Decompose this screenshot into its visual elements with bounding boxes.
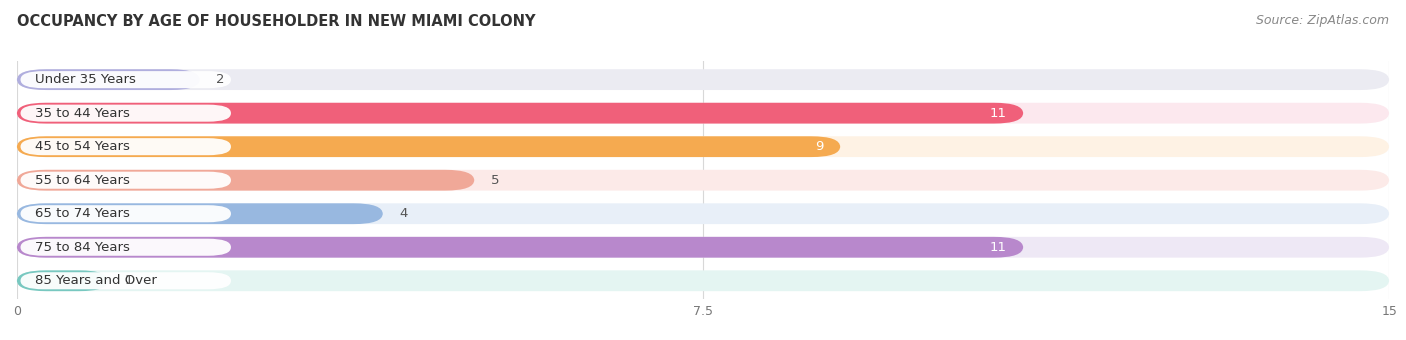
FancyBboxPatch shape [17, 170, 474, 191]
FancyBboxPatch shape [21, 105, 231, 122]
FancyBboxPatch shape [21, 205, 231, 222]
Text: 65 to 74 Years: 65 to 74 Years [35, 207, 129, 220]
FancyBboxPatch shape [21, 172, 231, 189]
FancyBboxPatch shape [17, 270, 108, 291]
FancyBboxPatch shape [17, 203, 382, 224]
FancyBboxPatch shape [21, 272, 231, 289]
Text: 55 to 64 Years: 55 to 64 Years [35, 174, 129, 187]
FancyBboxPatch shape [17, 237, 1389, 258]
Text: 45 to 54 Years: 45 to 54 Years [35, 140, 129, 153]
FancyBboxPatch shape [17, 136, 841, 157]
Text: 35 to 44 Years: 35 to 44 Years [35, 107, 129, 120]
FancyBboxPatch shape [21, 71, 231, 88]
FancyBboxPatch shape [17, 170, 1389, 191]
FancyBboxPatch shape [21, 239, 231, 256]
FancyBboxPatch shape [17, 69, 1389, 90]
Text: Source: ZipAtlas.com: Source: ZipAtlas.com [1256, 14, 1389, 27]
Text: 85 Years and Over: 85 Years and Over [35, 274, 157, 287]
Text: 2: 2 [217, 73, 225, 86]
Text: OCCUPANCY BY AGE OF HOUSEHOLDER IN NEW MIAMI COLONY: OCCUPANCY BY AGE OF HOUSEHOLDER IN NEW M… [17, 14, 536, 29]
FancyBboxPatch shape [17, 103, 1024, 123]
FancyBboxPatch shape [17, 203, 1389, 224]
Text: 75 to 84 Years: 75 to 84 Years [35, 241, 129, 254]
Text: 9: 9 [815, 140, 824, 153]
Text: Under 35 Years: Under 35 Years [35, 73, 136, 86]
FancyBboxPatch shape [17, 270, 1389, 291]
Text: 1: 1 [125, 274, 134, 287]
FancyBboxPatch shape [17, 237, 1024, 258]
Text: 11: 11 [990, 107, 1007, 120]
FancyBboxPatch shape [21, 138, 231, 155]
FancyBboxPatch shape [17, 103, 1389, 123]
Text: 11: 11 [990, 241, 1007, 254]
FancyBboxPatch shape [17, 69, 200, 90]
Text: 5: 5 [491, 174, 499, 187]
Text: 4: 4 [399, 207, 408, 220]
FancyBboxPatch shape [17, 136, 1389, 157]
